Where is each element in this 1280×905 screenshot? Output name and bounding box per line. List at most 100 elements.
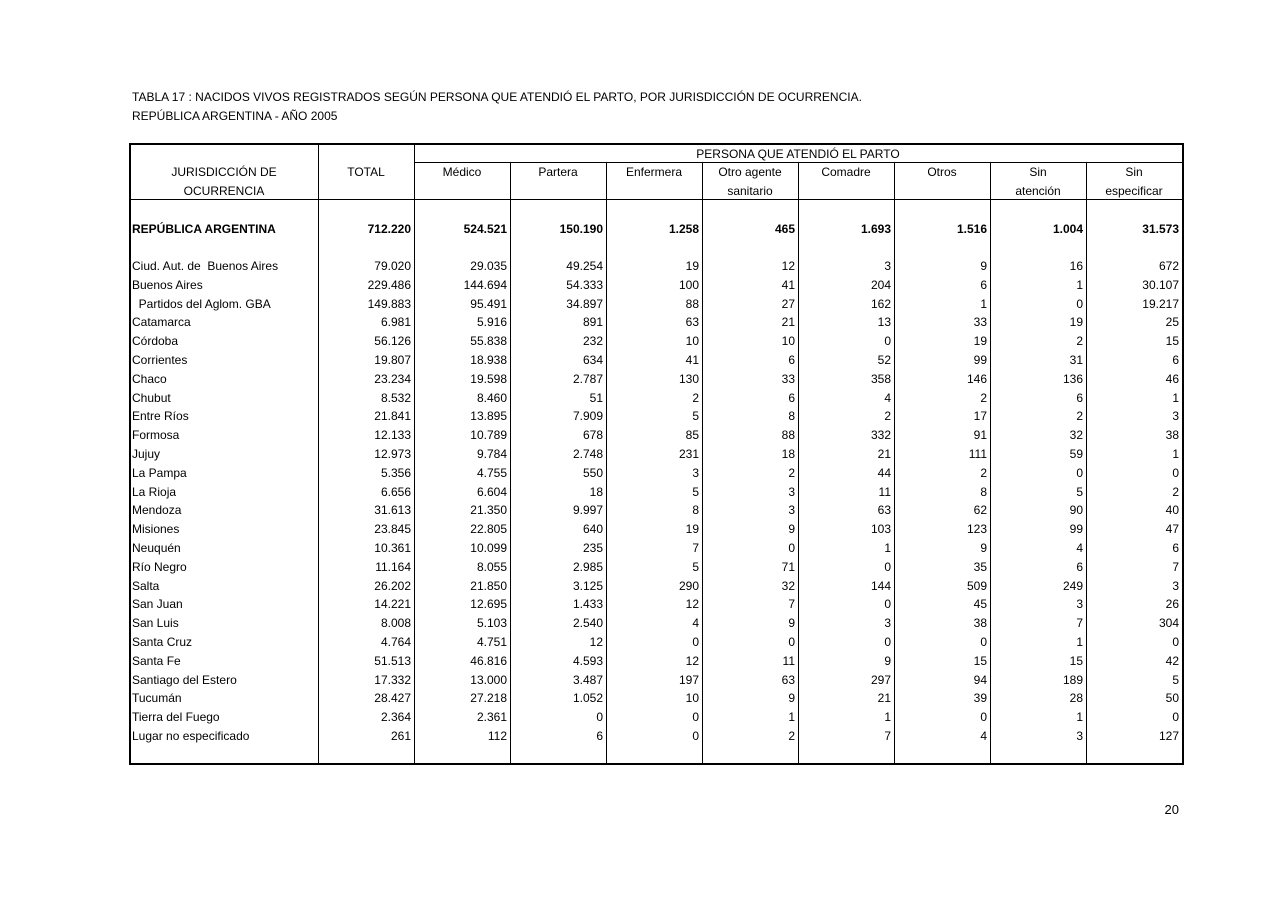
table-cell: 38 [1165, 428, 1179, 443]
column-header-line2: atención [1015, 184, 1061, 198]
table-cell: 7 [884, 729, 891, 743]
table-cell: 55.838 [470, 334, 507, 349]
row-label: Catamarca [132, 315, 191, 330]
table-cell: 3 [788, 503, 795, 518]
table-cell: 100 [678, 277, 699, 292]
row-label: Santa Fe [132, 653, 181, 668]
table-cell: 1 [884, 710, 891, 725]
table-cell: 2 [788, 465, 795, 480]
table-cell: 9 [788, 616, 795, 631]
table-cell: 47 [1165, 522, 1179, 537]
row-label: La Pampa [132, 465, 187, 480]
column-header: Otro agente [718, 165, 782, 179]
table-cell: 10 [781, 334, 795, 349]
table-cell: 290 [678, 578, 699, 593]
table-cell: 146 [966, 371, 987, 386]
row-label: Entre Ríos [132, 409, 189, 424]
page-number: 20 [1164, 802, 1179, 817]
table-cell: 189 [1062, 672, 1083, 687]
table-cell: 15 [1069, 653, 1083, 668]
table-cell: 4 [1076, 541, 1083, 555]
table-cell: 26 [1165, 597, 1179, 612]
table-cell: 1.693 [860, 222, 891, 236]
header-group: PERSONA QUE ATENDIÓ EL PARTO [696, 147, 900, 161]
header-jurisdiccion: JURISDICCIÓN DE [171, 165, 277, 179]
table-cell: 0 [596, 710, 603, 725]
table-cell: 10 [685, 691, 699, 706]
table-cell: 6 [1172, 541, 1179, 555]
table-cell: 678 [582, 428, 603, 443]
row-label: Ciud. Aut. de Buenos Aires [132, 259, 279, 273]
table-cell: 3.125 [572, 578, 603, 593]
column-header: Sin [1029, 165, 1047, 179]
table-cell: 144.694 [463, 277, 507, 292]
table-cell: 891 [582, 315, 603, 330]
table-cell: 4.755 [476, 465, 507, 480]
table-cell: 0 [692, 729, 699, 743]
table-cell: 0 [1172, 465, 1179, 480]
table-cell: 49.254 [566, 259, 603, 273]
table-cell: 12.133 [374, 428, 411, 443]
table-cell: 18 [589, 484, 603, 499]
table-cell: 21 [877, 447, 891, 461]
column-divider [798, 162, 799, 763]
table-cell: 1.052 [572, 691, 603, 706]
table-cell: 16 [1069, 259, 1083, 273]
table-cell: 1 [1076, 710, 1083, 725]
table-cell: 7 [1172, 559, 1179, 574]
table-cell: 22.805 [470, 522, 507, 537]
table-cell: 5.916 [476, 315, 507, 330]
table-cell: 2.540 [572, 616, 603, 631]
table-cell: 6 [980, 277, 987, 292]
table-cell: 3 [1076, 597, 1083, 612]
table-cell: 21.841 [374, 409, 411, 424]
table-cell: 41 [781, 277, 795, 292]
table-border [129, 143, 1184, 765]
table-cell: 30.107 [1142, 277, 1179, 292]
table-cell: 0 [980, 710, 987, 725]
table-cell: 0 [884, 334, 891, 349]
table-cell: 7.909 [572, 409, 603, 424]
table-cell: 56.126 [374, 334, 411, 349]
table-cell: 136 [1062, 371, 1083, 386]
table-cell: 6 [788, 390, 795, 405]
table-cell: 332 [870, 428, 891, 443]
table-cell: 524.521 [463, 222, 507, 236]
table-cell: 31 [1069, 353, 1083, 367]
table-cell: 1.516 [956, 222, 987, 236]
table-cell: 33 [781, 371, 795, 386]
table-cell: 12 [685, 653, 699, 668]
row-label: Lugar no especificado [132, 729, 250, 743]
table-cell: 19.807 [374, 353, 411, 367]
row-label: Partidos del Aglom. GBA [132, 296, 271, 311]
row-label: Misiones [132, 522, 180, 537]
table-cell: 34.897 [566, 296, 603, 311]
table-cell: 21.350 [470, 503, 507, 518]
table-cell: 42 [1165, 653, 1179, 668]
table-cell: 197 [678, 672, 699, 687]
table-cell: 31.573 [1142, 222, 1179, 236]
table-cell: 99 [1069, 522, 1083, 537]
table-cell: 1 [788, 710, 795, 725]
table-cell: 111 [968, 447, 987, 461]
table-cell: 2 [980, 390, 987, 405]
table-cell: 9.997 [572, 503, 603, 518]
table-subtitle: REPÚBLICA ARGENTINA - AÑO 2005 [132, 109, 338, 123]
table-cell: 5 [692, 559, 699, 574]
table-cell: 6.656 [380, 484, 411, 499]
table-cell: 19 [973, 334, 987, 349]
column-divider [318, 143, 319, 763]
table-cell: 11.164 [375, 559, 411, 574]
row-label: La Rioja [132, 484, 177, 499]
column-divider [606, 162, 607, 763]
table-cell: 52 [877, 353, 891, 367]
table-cell: 509 [966, 578, 987, 593]
table-cell: 3.487 [572, 672, 603, 687]
table-cell: 8.460 [476, 390, 507, 405]
table-cell: 2.748 [572, 447, 603, 461]
column-header: Sin [1125, 165, 1143, 179]
table-cell: 8.532 [380, 390, 411, 405]
table-cell: 21 [781, 315, 795, 330]
table-cell: 88 [685, 296, 699, 311]
table-cell: 11 [782, 653, 795, 668]
